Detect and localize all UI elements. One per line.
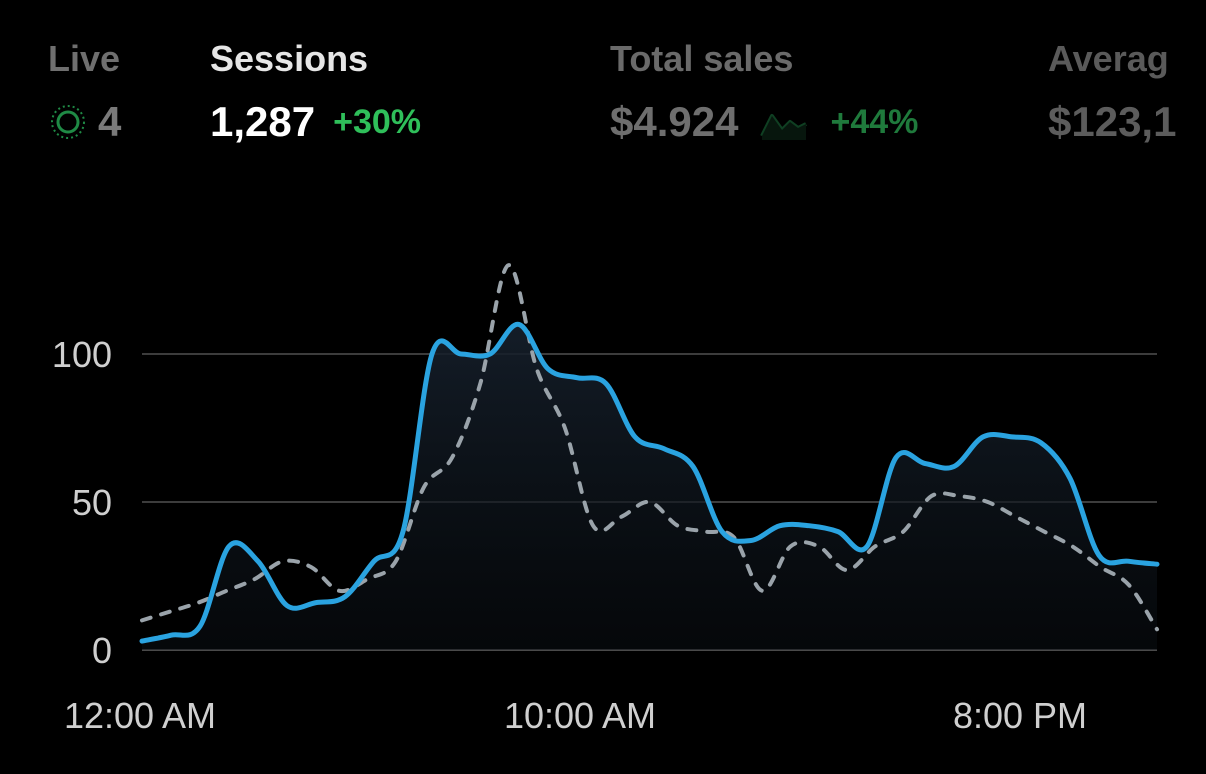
metric-sessions-label: Sessions [210,38,369,79]
chart-svg: 0 50 100 12:00 AM 10:00 AM 8:00 PM [52,263,1160,736]
x-axis-ticks: 12:00 AM 10:00 AM 8:00 PM [64,695,1087,736]
y-tick-label: 0 [92,630,112,671]
series-line-dashed [140,263,1159,632]
sparkline-icon [760,114,808,140]
series-lines [139,263,1160,644]
y-axis-ticks: 0 50 100 [52,334,112,671]
metrics-bar: Live 4 Sessions 1,287 +30% Total sales $… [0,0,1206,160]
metric-live[interactable]: Live 4 [48,38,121,146]
series-line-solid [139,321,1160,644]
x-tick-label: 10:00 AM [504,695,656,736]
metric-total-sales[interactable]: Total sales $4.924 +44% [610,38,918,146]
metric-total-sales-label: Total sales [610,38,794,79]
metric-sessions-value: 1,287 [210,98,316,145]
metric-live-value: 4 [98,98,122,145]
metric-sessions-change: +30% [333,103,422,141]
metric-live-label: Live [48,38,121,79]
metric-total-sales-value: $4.924 [610,98,739,145]
metric-average-label: Averag [1048,38,1169,79]
x-tick-label: 8:00 PM [953,695,1087,736]
metric-total-sales-change: +44% [830,103,919,141]
series-area [142,324,1157,650]
y-tick-label: 50 [72,482,112,523]
live-pulse-icon [51,105,85,139]
series-area-fill [142,324,1157,650]
metric-average[interactable]: Averag $123,1 [1048,38,1176,146]
x-tick-label: 12:00 AM [64,695,216,736]
metric-sessions[interactable]: Sessions 1,287 +30% [210,38,421,146]
y-tick-label: 100 [52,334,112,375]
sessions-chart: 0 50 100 12:00 AM 10:00 AM 8:00 PM [0,160,1206,769]
metric-average-value: $123,1 [1048,98,1177,145]
